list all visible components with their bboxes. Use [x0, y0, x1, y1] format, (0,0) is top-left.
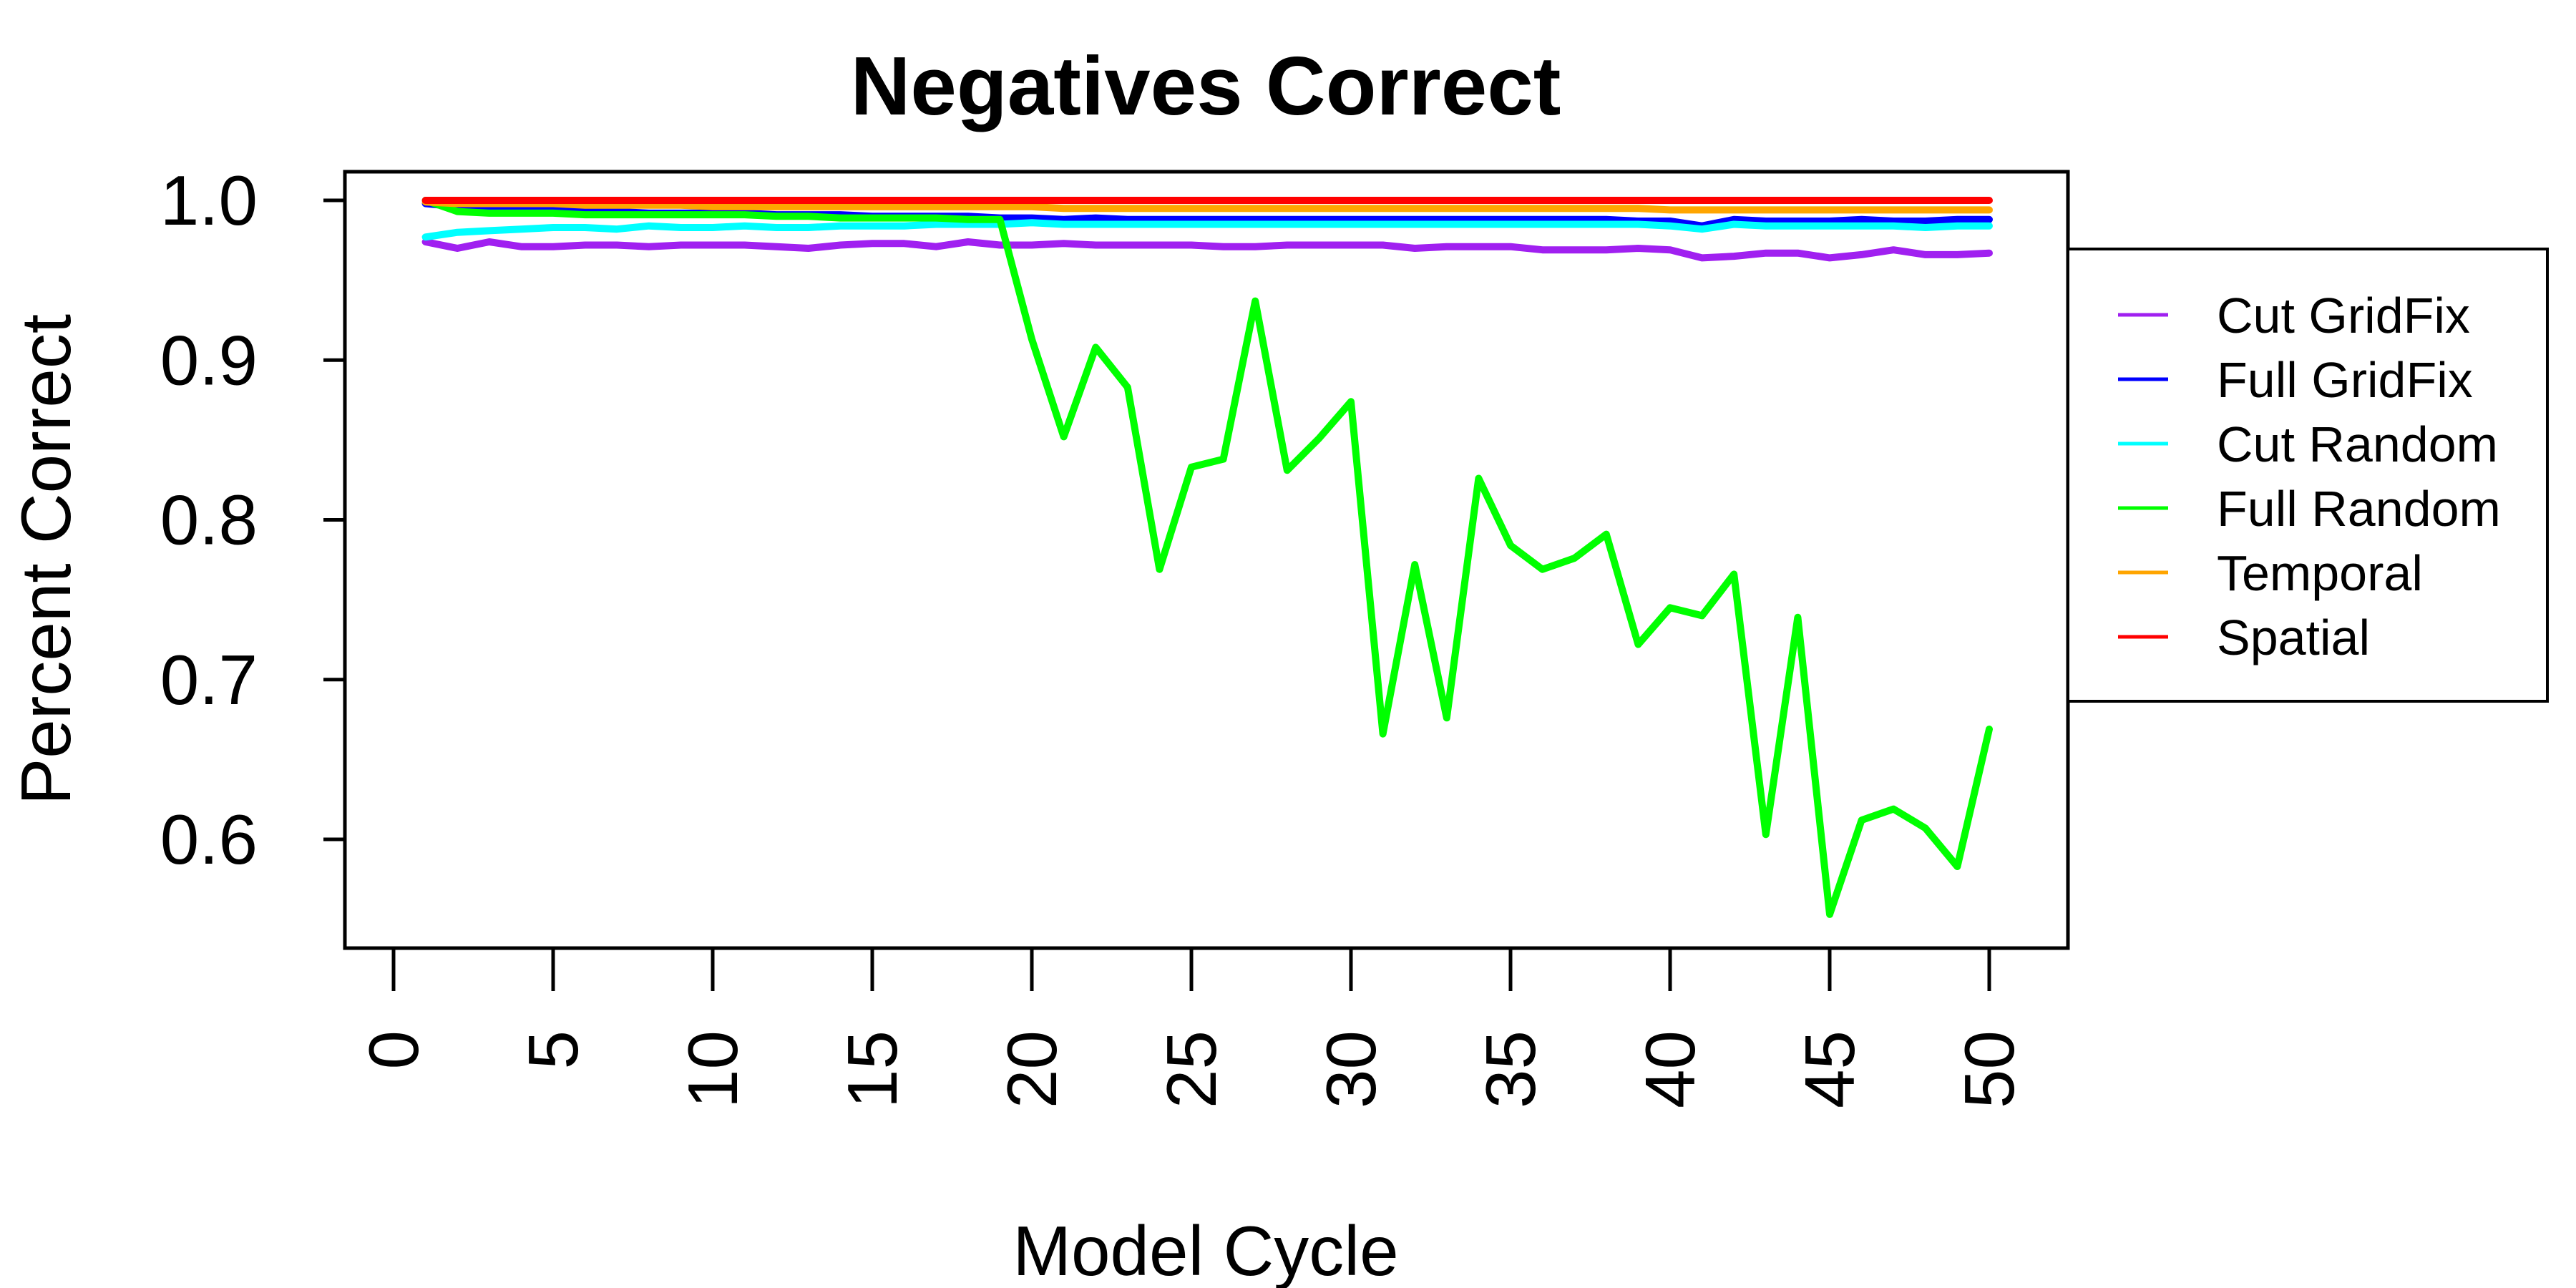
- x-tick-label: 40: [1631, 1030, 1709, 1108]
- x-tick-label: 45: [1790, 1030, 1869, 1108]
- series-line-full-random: [421, 197, 1993, 918]
- series-line-cut-gridfix: [421, 238, 1993, 262]
- y-tick-label: 0.9: [160, 321, 258, 399]
- series-line-cut-random: [421, 219, 1993, 241]
- legend-box: [2067, 248, 2549, 703]
- plot-frame: [343, 170, 2070, 950]
- legend-label: Cut Random: [2217, 416, 2498, 472]
- y-axis-label: Percent Correct: [6, 314, 85, 805]
- x-axis: 0 5 10 15 20 25 30 35 40 45 50: [354, 946, 2029, 1108]
- legend: Cut GridFix Full GridFix Cut Random Full Ra…: [2067, 248, 2549, 703]
- legend-label: Temporal: [2217, 545, 2423, 601]
- legend-label: Full Random: [2217, 481, 2501, 537]
- y-tick-label: 0.8: [160, 481, 258, 560]
- x-tick-label: 50: [1950, 1030, 2029, 1108]
- x-tick-label: 30: [1312, 1030, 1390, 1108]
- legend-label: Spatial: [2217, 610, 2370, 665]
- y-axis: 0.6 0.7 0.8 0.9 1.0: [160, 161, 347, 879]
- series-line-temporal: [421, 198, 1993, 214]
- legend-label: Cut GridFix: [2217, 288, 2470, 343]
- x-tick-label: 0: [354, 1030, 433, 1070]
- x-tick-label: 10: [673, 1030, 752, 1108]
- x-axis-label: Model Cycle: [1013, 1211, 1398, 1288]
- x-tick-label: 25: [1152, 1030, 1231, 1108]
- y-tick-label: 1.0: [160, 161, 258, 240]
- x-tick-label: 15: [833, 1030, 912, 1108]
- x-tick-label: 20: [992, 1030, 1071, 1108]
- y-tick-label: 0.6: [160, 800, 258, 879]
- x-tick-label: 35: [1471, 1030, 1550, 1108]
- y-tick-label: 0.7: [160, 640, 258, 719]
- legend-label: Full GridFix: [2217, 352, 2473, 408]
- x-tick-label: 5: [514, 1030, 592, 1070]
- series-layer: [421, 197, 1993, 918]
- chart-title: Negatives Correct: [851, 39, 1561, 132]
